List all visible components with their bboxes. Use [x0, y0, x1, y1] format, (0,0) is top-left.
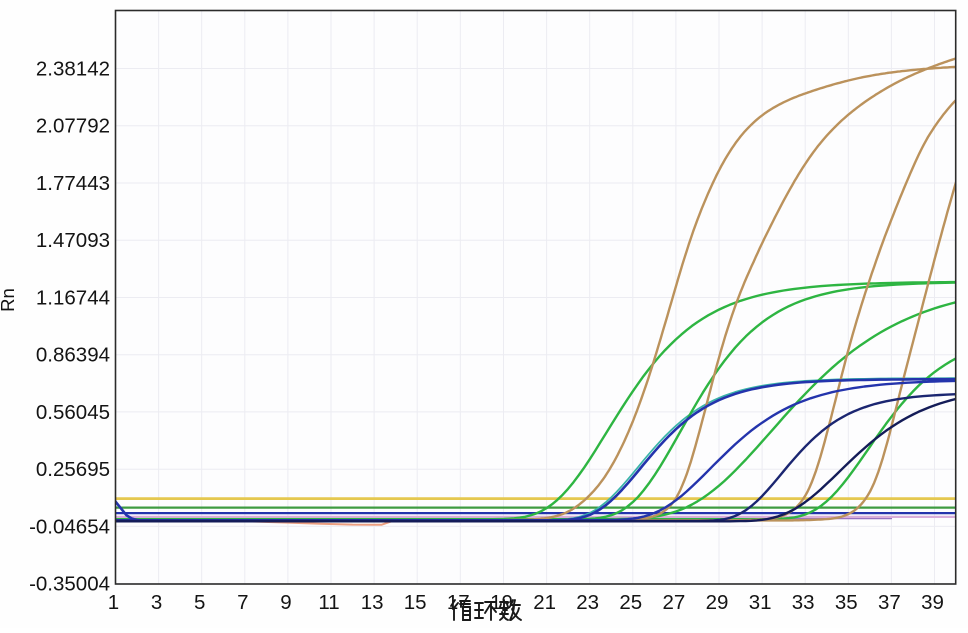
svg-text:5: 5	[194, 591, 205, 614]
svg-text:Rn: Rn	[0, 288, 18, 312]
svg-text:7: 7	[237, 591, 248, 614]
svg-text:0.25695: 0.25695	[36, 458, 110, 481]
svg-text:3: 3	[151, 591, 162, 614]
svg-text:39: 39	[921, 591, 944, 614]
svg-text:-0.35004: -0.35004	[29, 573, 110, 596]
svg-text:1.47093: 1.47093	[36, 229, 110, 252]
svg-text:31: 31	[749, 591, 772, 614]
svg-text:29: 29	[706, 591, 729, 614]
svg-text:37: 37	[878, 591, 901, 614]
svg-text:2.07792: 2.07792	[36, 115, 110, 138]
svg-text:23: 23	[576, 591, 599, 614]
svg-text:21: 21	[533, 591, 556, 614]
svg-text:33: 33	[792, 591, 815, 614]
svg-text:2.38142: 2.38142	[36, 58, 110, 81]
svg-text:11: 11	[318, 591, 339, 614]
svg-text:1.16744: 1.16744	[36, 287, 110, 310]
svg-text:0.56045: 0.56045	[36, 401, 110, 424]
svg-text:25: 25	[619, 591, 642, 614]
svg-text:9: 9	[280, 591, 291, 614]
svg-text:1.77443: 1.77443	[36, 172, 110, 195]
svg-text:13: 13	[361, 591, 384, 614]
svg-text:35: 35	[835, 591, 858, 614]
svg-text:27: 27	[662, 591, 685, 614]
svg-text:1: 1	[108, 591, 119, 614]
svg-text:-0.04654: -0.04654	[29, 515, 110, 538]
svg-text:15: 15	[404, 591, 427, 614]
svg-text:0.86394: 0.86394	[36, 344, 110, 367]
